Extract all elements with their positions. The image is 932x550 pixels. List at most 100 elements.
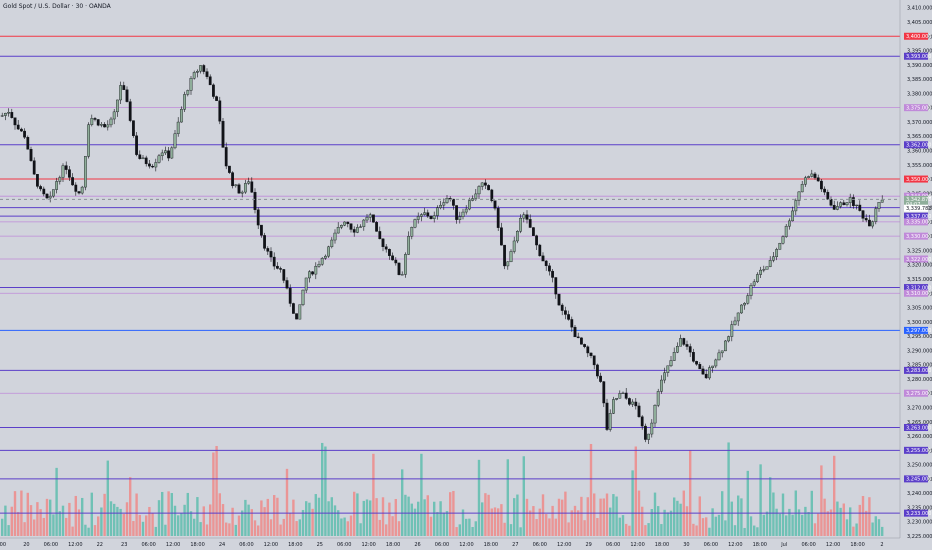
time-tick-label: :00 xyxy=(0,542,6,548)
price-tick-label: 3,410.000 xyxy=(907,6,932,12)
level-price-badge xyxy=(904,175,928,183)
time-tick-label: Jul xyxy=(780,542,787,548)
candle-body xyxy=(272,256,276,267)
candle-body xyxy=(628,398,631,405)
volume-bar xyxy=(193,518,196,536)
candle-body xyxy=(656,391,660,406)
time-tick-label: 18:00 xyxy=(753,542,767,548)
volume-bar xyxy=(292,499,295,536)
volume-bar xyxy=(877,519,881,536)
volume-bar xyxy=(61,505,65,536)
candle-body xyxy=(877,202,881,209)
volume-bar xyxy=(817,513,820,536)
candle-body xyxy=(192,72,196,79)
volume-bar xyxy=(484,493,487,536)
candle-body xyxy=(58,177,62,182)
volume-bar xyxy=(84,524,87,536)
candle-body xyxy=(80,186,84,194)
volume-bar xyxy=(756,527,759,536)
candle-body xyxy=(138,154,142,159)
candle-body xyxy=(621,392,625,394)
volume-bar xyxy=(673,497,676,536)
candle-body xyxy=(151,165,154,168)
candle-body xyxy=(836,206,839,210)
candle-body xyxy=(391,255,394,261)
level-price-badge xyxy=(904,389,928,397)
candle-body xyxy=(698,364,702,370)
volume-bar xyxy=(45,498,49,536)
volume-bar xyxy=(727,442,730,536)
candle-body xyxy=(496,208,500,228)
price-tick-label: 3,380.000 xyxy=(907,91,932,97)
candle-body xyxy=(122,85,126,90)
volume-bar xyxy=(164,524,167,536)
level-price-badge xyxy=(904,289,928,297)
candle-body xyxy=(375,222,378,232)
volume-bar xyxy=(77,509,81,536)
volume-bar xyxy=(381,497,385,536)
volume-bar xyxy=(477,459,481,536)
candle-body xyxy=(839,202,843,207)
candle-body xyxy=(432,215,436,219)
candle-body xyxy=(813,173,817,178)
volume-bar xyxy=(103,493,106,536)
volume-bar xyxy=(567,522,570,536)
candle-body xyxy=(39,186,43,190)
level-price-badge xyxy=(904,509,928,517)
candle-body xyxy=(167,150,170,159)
candle-body xyxy=(436,207,439,216)
candle-body xyxy=(464,208,468,213)
volume-bar xyxy=(519,527,522,536)
candle-body xyxy=(807,176,811,178)
candle-body xyxy=(202,65,206,72)
volume-bar xyxy=(516,494,519,536)
time-tick-label: 06:00 xyxy=(533,542,547,548)
candle-body xyxy=(42,188,46,195)
time-tick-label: 18:00 xyxy=(190,542,204,548)
price-tick-label: 3,325.000 xyxy=(907,248,932,254)
volume-bar xyxy=(244,499,247,536)
candle-body xyxy=(557,293,561,306)
candle-body xyxy=(176,121,180,134)
candle-body xyxy=(452,198,455,206)
candle-body xyxy=(215,96,218,101)
candle-body xyxy=(736,312,740,322)
time-axis-panel[interactable] xyxy=(0,538,932,550)
candle-body xyxy=(730,324,734,337)
volume-bar xyxy=(874,516,877,536)
candle-body xyxy=(20,128,23,132)
candle-body xyxy=(333,232,337,241)
volume-bar xyxy=(215,446,218,536)
time-tick-label: 29 xyxy=(585,542,591,548)
volume-bar xyxy=(724,520,727,536)
time-tick-label: 20 xyxy=(23,542,29,548)
price-axis-panel[interactable] xyxy=(900,0,932,550)
volume-bar xyxy=(599,498,602,536)
volume-bar xyxy=(369,500,372,536)
volume-bar xyxy=(410,503,413,536)
candle-body xyxy=(586,346,590,354)
candle-body xyxy=(346,221,350,224)
level-price-badge xyxy=(904,104,928,112)
volume-bar xyxy=(868,497,871,536)
volume-bar xyxy=(535,519,538,536)
candle-body xyxy=(612,399,615,414)
candle-body xyxy=(631,401,635,405)
candle-body xyxy=(816,177,820,182)
level-price-label: 3,255.000 xyxy=(906,448,931,454)
candle-body xyxy=(512,240,516,252)
candle-body xyxy=(45,193,49,199)
volume-bar xyxy=(218,493,221,536)
candle-body xyxy=(135,135,138,155)
candle-body xyxy=(131,120,135,136)
volume-bar xyxy=(468,518,471,536)
volume-bar xyxy=(621,515,625,536)
candle-body xyxy=(29,149,33,161)
candle-body xyxy=(106,124,110,128)
volume-bar xyxy=(23,522,26,536)
price-tick-label: 3,265.000 xyxy=(907,420,932,426)
volume-bar xyxy=(433,501,436,536)
candle-body xyxy=(708,367,711,379)
volume-bar xyxy=(714,516,717,536)
